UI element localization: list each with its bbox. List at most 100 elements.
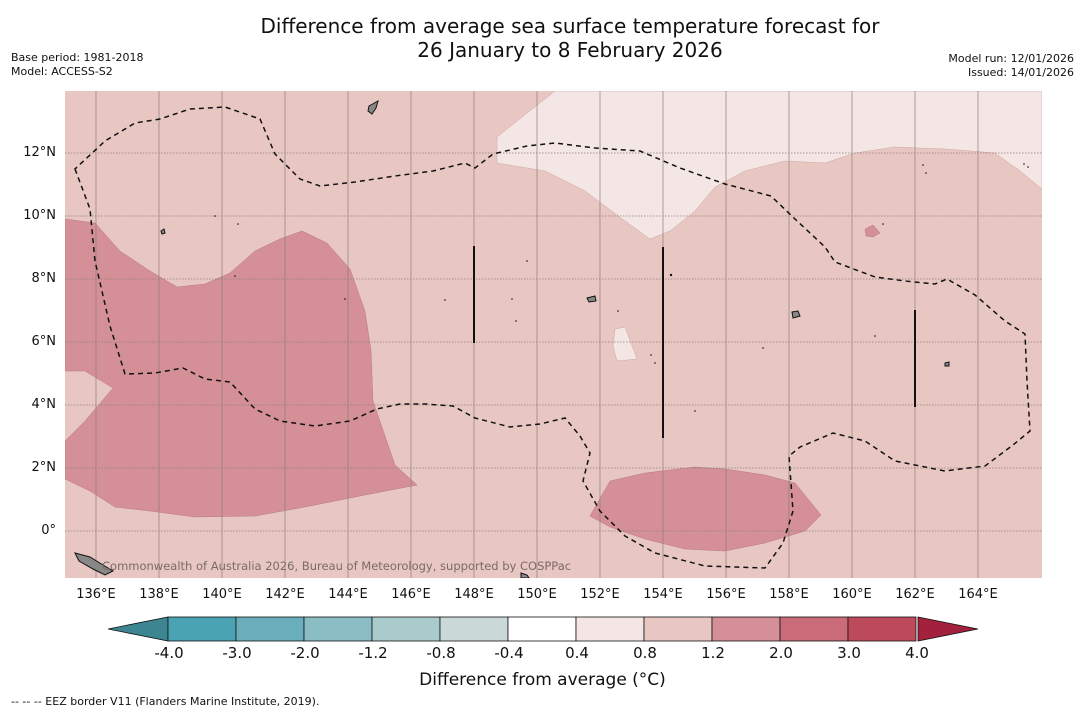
colorbar-bin: [235, 616, 305, 642]
lon-label-150e: 150°E: [517, 587, 557, 602]
title-line-1: Difference from average sea surface temp…: [260, 14, 880, 38]
atoll: [650, 354, 652, 356]
lat-label-2n: 2°N: [31, 460, 57, 475]
colorbar-bin: [643, 616, 713, 642]
chart-title: Difference from average sea surface temp…: [0, 14, 1085, 62]
colorbar-tick-label: -4.0: [154, 644, 184, 662]
colorbar-tick-label: 4.0: [905, 644, 929, 662]
title-line-2: 26 January to 8 February 2026: [417, 38, 723, 62]
lat-label-0: 0°: [41, 523, 56, 538]
lon-label-140e: 140°E: [202, 587, 242, 602]
atoll: [234, 275, 236, 277]
colorbar-tick-label: -3.0: [222, 644, 252, 662]
anomaly-0.4-0.8-region-north: [496, 91, 1042, 240]
colorbar: [108, 616, 978, 642]
island-png-north: [74, 552, 115, 576]
colorbar-tick-label: -2.0: [290, 644, 320, 662]
base-period: Base period: 1981-2018: [11, 51, 144, 64]
colorbar-tick-label: 1.2: [701, 644, 725, 662]
eez-footnote: -- -- -- EEZ border V11 (Flanders Marine…: [11, 695, 320, 708]
model-run: Model run: 12/01/2026: [948, 52, 1074, 65]
colorbar-tick-label: -0.4: [494, 644, 524, 662]
eez-borders: [74, 106, 1031, 569]
lat-label-8n: 8°N: [31, 271, 57, 286]
colorbar-bin: [439, 616, 509, 642]
model-name: Model: ACCESS-S2: [11, 65, 113, 78]
islands: [74, 99, 950, 578]
atoll: [214, 215, 216, 217]
anomaly-1.2-2.0-region-west: [65, 218, 418, 518]
atoll: [1023, 163, 1025, 165]
colorbar-title: Difference from average (°C): [419, 670, 666, 690]
island-pohnpei: [791, 310, 801, 319]
lat-label-4n: 4°N: [31, 397, 57, 412]
atoll: [669, 273, 673, 277]
colorbar-bin: [167, 616, 237, 642]
lon-label-154e: 154°E: [643, 587, 683, 602]
colorbar-tick-label: 0.4: [565, 644, 589, 662]
lon-label-162e: 162°E: [895, 587, 935, 602]
atoll: [511, 298, 513, 300]
atoll: [1027, 166, 1029, 168]
colorbar-bin: [371, 616, 441, 642]
anomaly-0.4-0.8-region-small: [612, 326, 638, 362]
lat-label-12n: 12°N: [23, 145, 56, 160]
atolls: [214, 163, 1029, 412]
colorbar-bin: [507, 616, 577, 642]
colorbar-bins: [167, 616, 917, 642]
island-kosrae: [944, 361, 950, 367]
atoll: [882, 223, 884, 225]
colorbar-tick-label: 2.0: [769, 644, 793, 662]
atoll: [694, 410, 696, 412]
colorbar-bin: [779, 616, 849, 642]
anomaly-1.2-2.0-spot: [864, 224, 881, 238]
atoll: [515, 320, 517, 322]
atoll: [762, 347, 764, 349]
lon-label-148e: 148°E: [454, 587, 494, 602]
lon-label-160e: 160°E: [832, 587, 872, 602]
colorbar-tick-label: -0.8: [426, 644, 456, 662]
colorbar-bin: [711, 616, 781, 642]
atoll: [925, 172, 927, 174]
island-guam: [367, 99, 379, 115]
lat-gridlines: [65, 152, 1042, 532]
atoll: [874, 335, 876, 337]
lon-label-136e: 136°E: [76, 587, 116, 602]
atoll: [617, 310, 619, 312]
atoll: [237, 223, 239, 225]
colorbar-bin: [303, 616, 373, 642]
lon-label-146e: 146°E: [391, 587, 431, 602]
lon-label-164e: 164°E: [958, 587, 998, 602]
anomaly-1.2-2.0-region-south: [589, 466, 822, 552]
lon-label-152e: 152°E: [580, 587, 620, 602]
lon-label-158e: 158°E: [769, 587, 809, 602]
issued-date: Issued: 14/01/2026: [967, 66, 1074, 79]
island-manus: [520, 572, 530, 578]
lon-label-156e: 156°E: [706, 587, 746, 602]
island-truk: [586, 295, 597, 303]
colorbar-tick-label: 3.0: [837, 644, 861, 662]
map-canvas: Commonwealth of Australia 2026, Bureau o…: [65, 91, 1042, 578]
lon-label-142e: 142°E: [265, 587, 305, 602]
eez-border-palau-png: [74, 106, 1031, 569]
colorbar-high-extension: [917, 616, 978, 642]
meta-left: Base period: 1981-2018 Model: ACCESS-S2: [11, 51, 143, 79]
atoll: [922, 164, 924, 166]
island-yap: [160, 228, 166, 235]
atoll: [526, 260, 528, 262]
colorbar-tick-label: 0.8: [633, 644, 657, 662]
lat-label-10n: 10°N: [23, 208, 56, 223]
eez-boundary-lines: [473, 246, 916, 438]
colorbar-bin: [575, 616, 645, 642]
lat-label-6n: 6°N: [31, 334, 57, 349]
copyright-text: Commonwealth of Australia 2026, Bureau o…: [102, 559, 571, 573]
colorbar-low-extension: [108, 616, 169, 642]
sst-anomaly-map: Commonwealth of Australia 2026, Bureau o…: [65, 91, 1042, 578]
colorbar-bin: [847, 616, 917, 642]
meta-right: Model run: 12/01/2026 Issued: 14/01/2026: [948, 52, 1074, 80]
atoll: [444, 299, 446, 301]
colorbar-tick-label: -1.2: [358, 644, 388, 662]
lon-label-144e: 144°E: [328, 587, 368, 602]
atoll: [654, 362, 656, 364]
atoll: [344, 298, 346, 300]
